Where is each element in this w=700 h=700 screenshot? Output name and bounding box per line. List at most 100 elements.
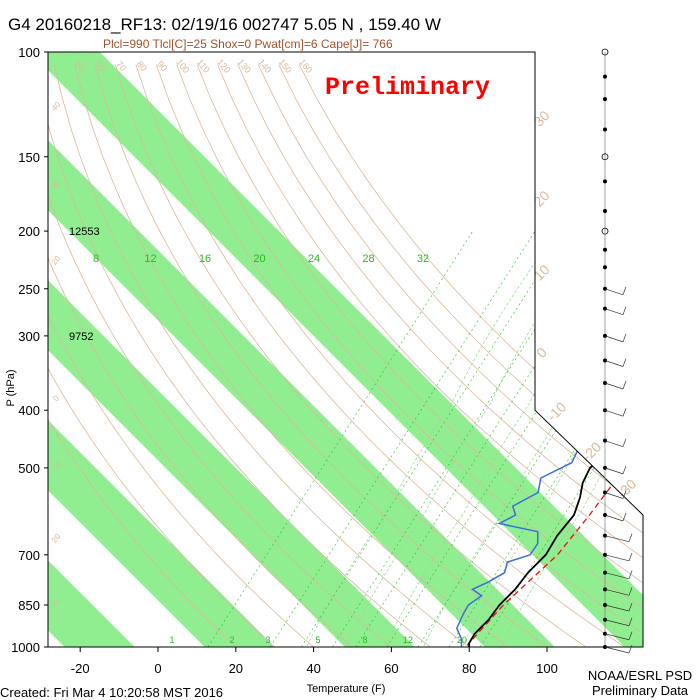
pressure-tick-label: 1000 xyxy=(11,640,40,655)
temperature-tick-label: 100 xyxy=(536,661,558,676)
height-label: 9752 xyxy=(69,331,93,343)
moist-adiabat-line xyxy=(300,217,568,647)
dry-adiabat-label: 130 xyxy=(236,57,253,75)
dry-adiabat-line xyxy=(48,64,250,647)
dry-adiabat-line xyxy=(176,64,643,647)
mixing-ratio-label: 24 xyxy=(308,253,320,265)
wind-barb-flag xyxy=(622,490,627,499)
wind-barb-flag xyxy=(628,587,633,596)
temperature-tick-label: 20 xyxy=(229,661,243,676)
pressure-tick-label: 700 xyxy=(18,548,40,563)
isotherm-left-label: 20 xyxy=(50,254,63,267)
dry-adiabat-line xyxy=(298,64,643,647)
wind-barb-flag xyxy=(628,533,633,542)
wind-barb-flag xyxy=(622,306,627,315)
pressure-tick-label: 400 xyxy=(18,403,40,418)
wind-barb xyxy=(604,604,630,612)
mixing-ratio-bottom-label: 5 xyxy=(315,635,320,645)
height-label: 12553 xyxy=(69,226,100,238)
wind-barb-flag xyxy=(622,465,627,475)
wind-barb xyxy=(604,633,630,641)
wind-barb-flag xyxy=(622,333,627,343)
wind-barb-flag xyxy=(628,570,633,579)
wind-barb xyxy=(604,514,624,522)
wind-barb xyxy=(604,572,630,580)
pressure-tick-label: 300 xyxy=(18,329,40,344)
isotherm-band xyxy=(48,52,555,647)
wind-barb-flag xyxy=(622,408,627,417)
pressure-tick-label: 150 xyxy=(18,150,40,165)
isotherm-band xyxy=(48,52,643,647)
wind-barb-flag xyxy=(628,602,633,612)
isotherm-label: 0 xyxy=(533,344,550,361)
dry-adiabat-line xyxy=(196,64,643,647)
dry-adiabat-line xyxy=(155,64,643,647)
dry-adiabat-label: 150 xyxy=(277,57,294,75)
wind-barb xyxy=(604,588,630,596)
isotherm-label: -30 xyxy=(614,476,640,502)
dry-adiabat-label: 90 xyxy=(155,59,169,73)
dry-adiabat-line xyxy=(48,64,369,647)
wind-barb xyxy=(604,467,624,475)
wind-barb-flag xyxy=(622,286,627,295)
dry-adiabat-line xyxy=(48,64,329,647)
wind-barb-flag xyxy=(628,552,633,561)
mixing-ratio-bottom-label: 2 xyxy=(229,635,234,645)
source-label: NOAA/ESRL PSD xyxy=(588,668,692,683)
dry-adiabat-line xyxy=(217,64,643,647)
pressure-tick-label: 200 xyxy=(18,224,40,239)
isotherm-bands xyxy=(48,52,643,647)
wind-barbs-panel xyxy=(601,48,633,654)
dry-adiabat-label: 50 xyxy=(73,59,87,73)
wind-level-marker xyxy=(603,74,608,79)
dry-adiabat-line xyxy=(48,64,447,647)
mixing-ratio-label: 28 xyxy=(362,253,374,265)
mixing-ratio-bottom-label: 8 xyxy=(362,635,367,645)
dry-adiabat-line xyxy=(74,64,526,647)
dry-adiabat-label: 120 xyxy=(215,57,232,75)
dry-adiabat-line xyxy=(135,64,643,647)
isotherm-left-label: 0 xyxy=(51,393,61,403)
wind-level-marker xyxy=(603,97,608,102)
isotherm-label: 10 xyxy=(530,261,552,283)
isotherm-left-label: 40 xyxy=(50,100,63,113)
mixing-ratio-bottom-label: 1 xyxy=(169,635,174,645)
wind-barb xyxy=(604,409,624,417)
temperature-tick-label: 40 xyxy=(306,661,320,676)
wind-level-marker xyxy=(603,208,608,213)
created-timestamp: Created: Fri Mar 4 10:20:58 MST 2016 xyxy=(0,685,223,700)
wind-barb xyxy=(604,288,624,296)
isotherm-band xyxy=(48,52,415,647)
mixing-ratio-label: 12 xyxy=(144,253,156,265)
wind-barb xyxy=(604,535,630,543)
wind-barb xyxy=(604,308,624,315)
wind-barb-flag xyxy=(622,380,627,390)
wind-barb-flag xyxy=(622,438,627,447)
wind-level-marker xyxy=(601,153,609,161)
dry-adiabat-line xyxy=(115,64,605,647)
wind-barb xyxy=(604,360,624,367)
wind-barb-flag xyxy=(628,617,633,626)
wind-level-marker xyxy=(601,227,609,235)
wind-level-marker xyxy=(601,48,609,56)
wind-barb xyxy=(604,492,624,499)
wind-level-marker xyxy=(603,265,608,270)
isotherm-label: 20 xyxy=(530,187,552,209)
pressure-tick-label: 500 xyxy=(18,461,40,476)
mixing-ratio-label: 20 xyxy=(253,253,265,265)
temperature-line xyxy=(468,210,643,647)
sounding-indices: Plcl=990 Tlcl[C]=25 Shox=0 Pwat[cm]=6 Ca… xyxy=(103,37,393,51)
dry-adiabat-label: 100 xyxy=(174,57,191,75)
wind-barb xyxy=(604,335,624,343)
wind-barb-flag xyxy=(628,631,633,640)
wind-barb xyxy=(604,646,630,654)
temperature-tick-label: 80 xyxy=(462,661,476,676)
dry-adiabat-line xyxy=(94,64,566,647)
wind-level-marker xyxy=(603,179,608,184)
preliminary-stamp: Preliminary xyxy=(325,73,490,102)
isotherm-label: 30 xyxy=(530,107,552,129)
dry-adiabat-label: 140 xyxy=(256,57,273,75)
dry-adiabat-label: 80 xyxy=(135,59,149,73)
